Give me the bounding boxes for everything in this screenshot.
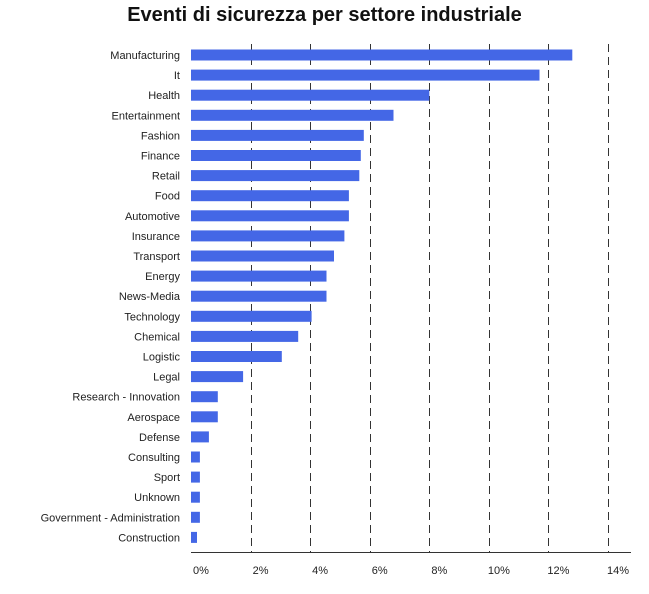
category-label: Aerospace bbox=[127, 412, 180, 424]
category-label: Transport bbox=[133, 251, 180, 263]
bars bbox=[191, 49, 573, 543]
bar bbox=[191, 531, 197, 543]
category-label: Manufacturing bbox=[110, 50, 180, 62]
x-tick-label: 6% bbox=[372, 565, 388, 577]
category-label: Logistic bbox=[143, 352, 181, 364]
category-label: Sport bbox=[154, 472, 180, 484]
bar bbox=[191, 391, 218, 403]
category-label: Automotive bbox=[125, 211, 180, 223]
bar bbox=[191, 210, 349, 222]
bar bbox=[191, 89, 430, 101]
category-label: Chemical bbox=[134, 331, 180, 343]
category-label: Unknown bbox=[134, 492, 180, 504]
category-label: It bbox=[174, 70, 180, 82]
x-tick-label: 12% bbox=[547, 565, 569, 577]
bar bbox=[191, 290, 327, 302]
x-tick-label: 0% bbox=[193, 565, 209, 577]
bar bbox=[191, 451, 200, 463]
bar bbox=[191, 250, 334, 262]
bar bbox=[191, 49, 573, 61]
bar bbox=[191, 351, 282, 362]
x-tick-labels: 0% 2% 4% 6% 8% 10% 12% 14% bbox=[193, 565, 629, 577]
category-label: Government - Administration bbox=[41, 512, 180, 524]
category-label: Health bbox=[148, 90, 180, 102]
category-label: Finance bbox=[141, 151, 180, 163]
category-label: Food bbox=[155, 191, 180, 203]
x-tick-label: 4% bbox=[312, 565, 328, 577]
category-label: Fashion bbox=[141, 130, 180, 142]
x-tick-label: 8% bbox=[431, 565, 447, 577]
bar bbox=[191, 69, 540, 81]
category-label: Consulting bbox=[128, 452, 180, 464]
bar bbox=[191, 190, 349, 202]
bar bbox=[191, 109, 394, 121]
bar bbox=[191, 511, 200, 523]
bar bbox=[191, 129, 364, 141]
category-label: Entertainment bbox=[112, 110, 180, 122]
bar bbox=[191, 270, 327, 282]
category-label: Energy bbox=[145, 271, 180, 283]
category-label: Legal bbox=[153, 372, 180, 384]
x-tick-label: 14% bbox=[607, 565, 629, 577]
bar bbox=[191, 431, 209, 443]
category-label: Construction bbox=[118, 532, 180, 544]
category-labels: Manufacturing It Health Entertainment Fashio… bbox=[41, 50, 181, 544]
bar bbox=[191, 371, 244, 383]
category-label: Technology bbox=[124, 311, 180, 323]
bar bbox=[191, 150, 361, 161]
category-label: Defense bbox=[139, 432, 180, 444]
category-label: Research - Innovation bbox=[72, 392, 180, 404]
bar bbox=[191, 411, 218, 423]
category-label: News-Media bbox=[119, 291, 181, 303]
bar bbox=[191, 471, 200, 483]
category-label: Insurance bbox=[132, 231, 180, 243]
category-label: Retail bbox=[152, 171, 180, 183]
bar bbox=[191, 170, 360, 182]
x-tick-label: 10% bbox=[488, 565, 510, 577]
bar bbox=[191, 230, 345, 242]
bar bbox=[191, 310, 312, 322]
x-tick-label: 2% bbox=[253, 565, 269, 577]
chart-title: Eventi di sicurezza per settore industri… bbox=[127, 4, 522, 26]
bar bbox=[191, 491, 200, 503]
bar bbox=[191, 330, 299, 342]
